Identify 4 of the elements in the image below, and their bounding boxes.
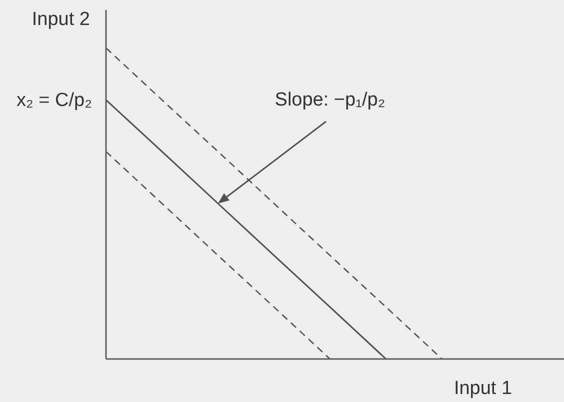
x-axis-title: Input 1 [454, 378, 512, 399]
annotation: Slope: −p₁/p₂ [274, 90, 386, 111]
text: x₂ = C/p₂ [16, 90, 92, 112]
y-axis-title: Input 2 [32, 9, 90, 30]
